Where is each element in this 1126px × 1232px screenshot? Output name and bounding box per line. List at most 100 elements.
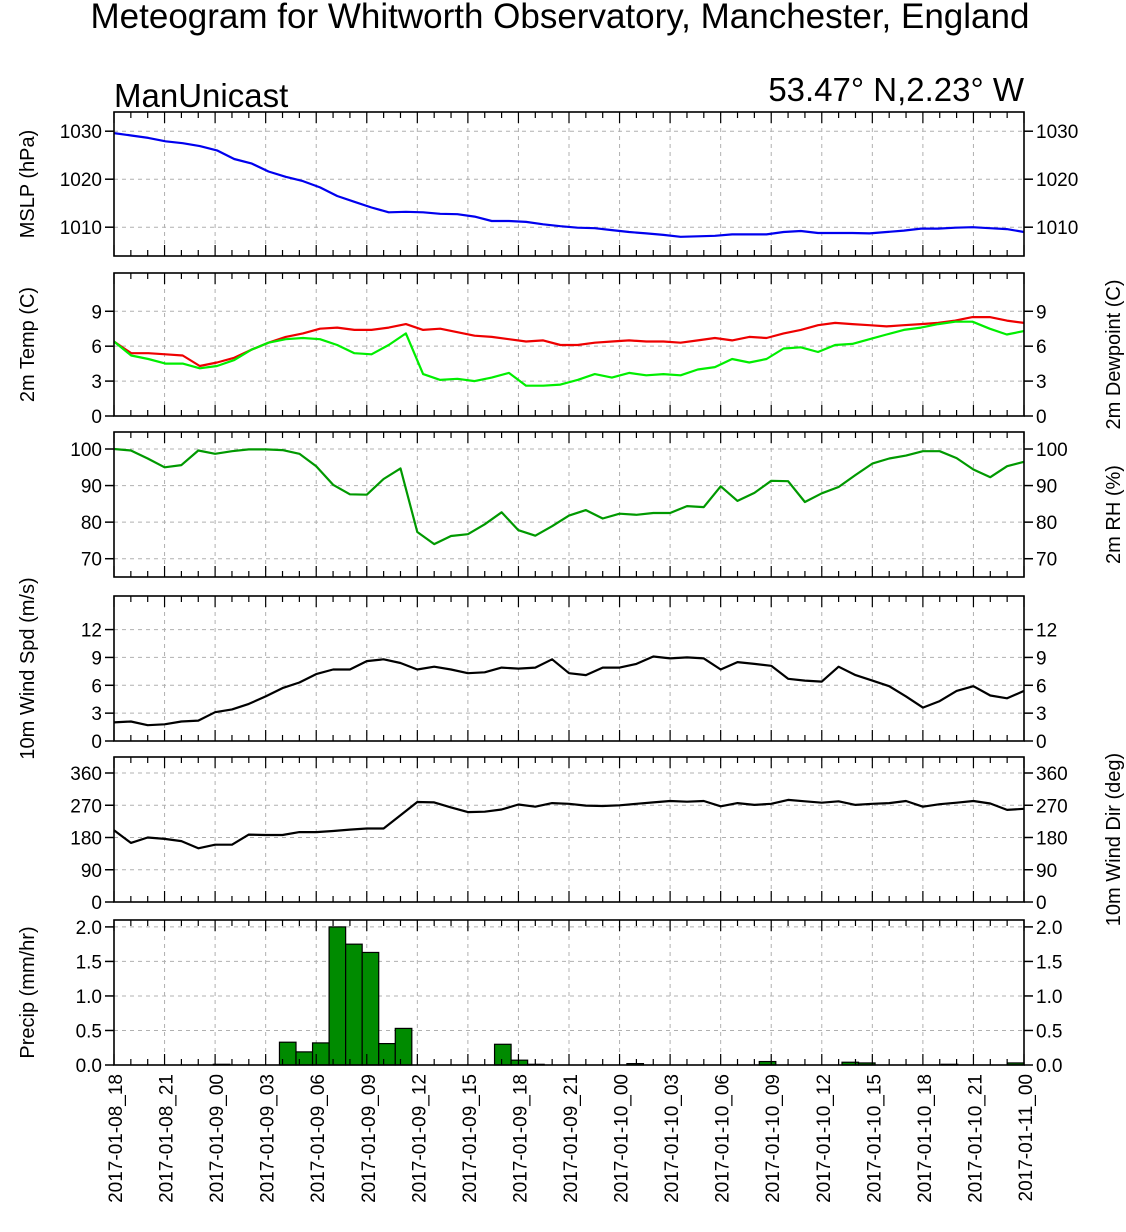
time-tick-label: 2017-01-09_06 [308, 1074, 329, 1203]
wind-direction-series-0-line [113, 798, 1025, 850]
y-tick-label-left: 70 [81, 550, 102, 571]
time-tick-label: 2017-01-10_12 [814, 1074, 835, 1203]
y-tick-label-right: 1020 [1036, 170, 1078, 191]
y-tick-label-left: 12 [81, 621, 102, 642]
y-tick-label-left: 360 [70, 764, 102, 785]
y-tick-label-right: 1010 [1036, 218, 1078, 239]
y-tick-label-right: 180 [1036, 829, 1068, 850]
y-tick-label-right: 360 [1036, 764, 1068, 785]
mslp-series-0-line [113, 132, 1025, 238]
y-tick-label-left: 1030 [60, 122, 102, 143]
time-tick-label: 2017-01-09_09 [359, 1074, 380, 1203]
time-tick-label: 2017-01-11_00 [1016, 1074, 1037, 1201]
time-axis-group: 2017-01-08_18 2017-01-08_21 2017-01-09_00 2… [106, 1074, 1037, 1203]
y-tick-label-left: 6 [91, 337, 102, 358]
y-tick-label-left: 1.0 [76, 987, 102, 1008]
panels-group: 1010 1010 1020 1020 1030 1030 MSLP (hPa) 0 0 3 3 6 6… [17, 111, 1125, 1077]
time-tick-label: 2017-01-10_21 [965, 1074, 986, 1203]
y-tick-label-right: 0.5 [1036, 1021, 1062, 1042]
y-tick-label-right: 9 [1036, 648, 1047, 669]
y-tick-label-right: 9 [1036, 302, 1047, 323]
y-tick-label-left: 100 [70, 440, 102, 461]
time-tick-label: 2017-01-10_06 [713, 1074, 734, 1203]
precip-bar [311, 1042, 330, 1066]
y-tick-label-right: 3 [1036, 372, 1047, 393]
y-tick-label-right: 90 [1036, 477, 1057, 498]
precip-bar [394, 1027, 413, 1066]
y-tick-label-right: 80 [1036, 513, 1057, 534]
y-tick-label-left: 1010 [60, 218, 102, 239]
y-tick-label-right: 6 [1036, 337, 1047, 358]
location-label: 53.47° N,2.23° W [768, 71, 1025, 108]
temperature-ylabel: 2m Temp (C) [17, 287, 39, 402]
y-tick-label-left: 90 [81, 861, 102, 882]
wind-speed-ylabel: 10m Wind Spd (m/s) [17, 577, 39, 759]
time-tick-label: 2017-01-09_18 [510, 1074, 531, 1203]
y-tick-label-right: 1.0 [1036, 987, 1062, 1008]
y-tick-label-left: 270 [70, 796, 102, 817]
time-tick-label: 2017-01-09_15 [460, 1074, 481, 1203]
chart-title: Meteogram for Whitworth Observatory, Man… [91, 0, 1030, 36]
time-tick-label: 2017-01-08_21 [157, 1074, 178, 1203]
precipitation-panel: 0.0 0.0 0.5 0.5 1.0 1.0 1.5 1.5 2.0 2.0 Precip (mm… [17, 918, 1062, 1077]
time-tick-label: 2017-01-08_18 [106, 1074, 127, 1203]
y-tick-label-right: 0 [1036, 407, 1047, 428]
time-tick-label: 2017-01-09_21 [561, 1074, 582, 1203]
y-tick-label-left: 90 [81, 477, 102, 498]
y-tick-label-left: 180 [70, 829, 102, 850]
y-tick-label-right: 12 [1036, 621, 1057, 642]
y-tick-label-left: 0 [91, 893, 102, 914]
precip-bar [328, 926, 347, 1066]
y-tick-label-right: 100 [1036, 440, 1068, 461]
y-tick-label-left: 2.0 [76, 918, 102, 939]
wind-speed-series-0-line [113, 655, 1025, 727]
time-tick-label: 2017-01-10_09 [763, 1074, 784, 1203]
time-tick-label: 2017-01-09_00 [207, 1074, 228, 1203]
mslp-panel: 1010 1010 1020 1020 1030 1030 MSLP (hPa) [17, 111, 1078, 257]
precipitation-ylabel: Precip (mm/hr) [17, 926, 39, 1058]
y-tick-label-right: 6 [1036, 676, 1047, 697]
temperature-panel: 0 0 3 3 6 6 9 9 2m Temp (C) 2m Dewpoint (C) [17, 272, 1125, 430]
y-tick-label-right: 90 [1036, 861, 1057, 882]
y-tick-label-right: 2.0 [1036, 918, 1062, 939]
time-tick-label: 2017-01-10_15 [864, 1074, 885, 1203]
y-tick-label-right: 1030 [1036, 122, 1078, 143]
precip-bar [295, 1051, 314, 1066]
y-tick-label-left: 0 [91, 407, 102, 428]
wind-direction-panel: 0 0 90 90 180 180 270 270 360 360 10m Wind Dir (de… [70, 753, 1125, 926]
y-tick-label-left: 9 [91, 648, 102, 669]
y-tick-label-left: 80 [81, 513, 102, 534]
y-tick-label-left: 1.5 [76, 952, 102, 973]
time-tick-label: 2017-01-09_12 [409, 1074, 430, 1203]
humidity-series-0-line [113, 447, 1025, 546]
humidity-panel: 70 70 80 80 90 90 100 100 2m RH (%) [70, 431, 1125, 578]
y-tick-label-left: 3 [91, 372, 102, 393]
y-tick-label-right: 1.5 [1036, 952, 1062, 973]
y-tick-label-left: 0 [91, 732, 102, 753]
y-tick-label-right: 270 [1036, 796, 1068, 817]
time-tick-label: 2017-01-10_03 [662, 1074, 683, 1203]
y-tick-label-left: 1020 [60, 170, 102, 191]
y-tick-label-left: 9 [91, 302, 102, 323]
y-tick-label-left: 6 [91, 676, 102, 697]
precip-bar [493, 1043, 512, 1066]
y-tick-label-left: 0.5 [76, 1021, 102, 1042]
mslp-ylabel: MSLP (hPa) [17, 130, 39, 239]
wind-speed-panel: 0 0 3 3 6 6 9 9 12 12 10m Wind Spd (m/s) [17, 577, 1057, 759]
y-tick-label-right: 70 [1036, 550, 1057, 571]
precip-bar [361, 951, 380, 1066]
temperature-ylabel-right: 2m Dewpoint (C) [1103, 279, 1125, 429]
humidity-ylabel-right: 2m RH (%) [1103, 465, 1125, 564]
source-label: ManUnicast [114, 77, 288, 114]
y-tick-label-right: 0.0 [1036, 1056, 1062, 1077]
y-tick-label-right: 0 [1036, 893, 1047, 914]
temperature-series-1-line [113, 320, 1025, 387]
y-tick-label-right: 3 [1036, 704, 1047, 725]
y-tick-label-left: 3 [91, 704, 102, 725]
time-tick-label: 2017-01-10_00 [612, 1074, 633, 1203]
time-tick-label: 2017-01-09_03 [258, 1074, 279, 1203]
precip-bar [378, 1042, 396, 1066]
y-tick-label-right: 0 [1036, 732, 1047, 753]
y-tick-label-left: 0.0 [76, 1056, 102, 1077]
